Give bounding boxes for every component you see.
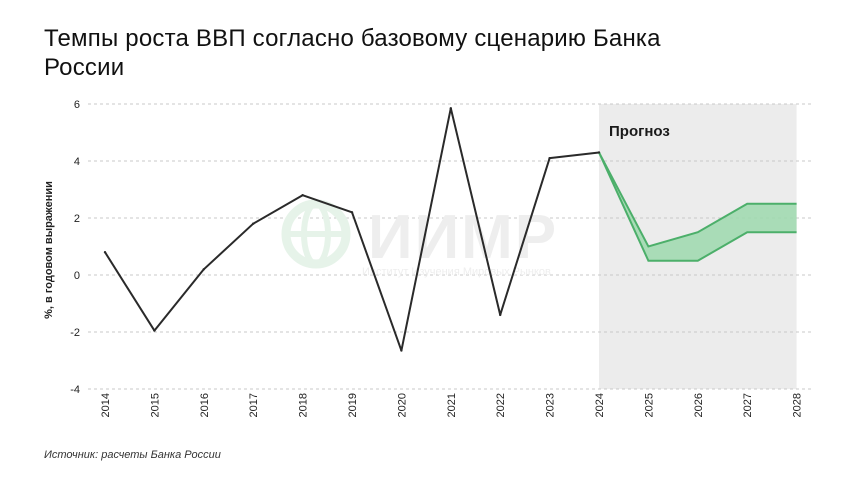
x-tick-label: 2023 bbox=[545, 393, 557, 417]
y-axis-label: %, в годовом выражении bbox=[43, 181, 55, 319]
x-tick-label: 2014 bbox=[100, 393, 112, 417]
x-tick-label: 2020 bbox=[396, 393, 408, 417]
data-point bbox=[202, 268, 205, 271]
forecast-label: Прогноз bbox=[609, 123, 670, 140]
forecast-band bbox=[599, 152, 797, 261]
x-tick-label: 2027 bbox=[742, 393, 754, 417]
x-tick-label: 2028 bbox=[792, 393, 804, 417]
data-point bbox=[499, 313, 502, 317]
data-point bbox=[400, 349, 403, 352]
y-tick-label: 6 bbox=[74, 99, 80, 111]
x-tick-label: 2018 bbox=[298, 393, 310, 417]
y-tick-label: -2 bbox=[70, 327, 80, 339]
data-point bbox=[301, 194, 304, 197]
y-tick-label: 4 bbox=[74, 156, 80, 168]
data-point bbox=[103, 251, 107, 254]
forecast-lower-line bbox=[598, 152, 797, 262]
x-tick-label: 2026 bbox=[693, 393, 705, 417]
y-tick-label: 0 bbox=[74, 270, 80, 282]
x-tick-label: 2021 bbox=[446, 393, 458, 417]
y-tick-label: -4 bbox=[70, 384, 80, 396]
x-tick-label: 2017 bbox=[248, 393, 260, 417]
x-tick-label: 2019 bbox=[347, 393, 359, 417]
y-tick-label: 2 bbox=[74, 213, 80, 225]
watermark-subtitle: Институт Изучения Мировых Рынков bbox=[362, 266, 551, 278]
data-point bbox=[153, 329, 156, 332]
x-tick-label: 2022 bbox=[495, 393, 507, 417]
chart-title: Темпы роста ВВП согласно базовому сценар… bbox=[44, 25, 661, 81]
data-point bbox=[548, 156, 551, 160]
data-point bbox=[597, 151, 601, 154]
watermark-text: ИИМР bbox=[368, 203, 558, 272]
x-tick-label: 2025 bbox=[643, 393, 655, 417]
x-tick-label: 2015 bbox=[149, 393, 161, 417]
forecast-upper-line bbox=[598, 151, 797, 248]
data-point bbox=[350, 211, 354, 214]
source-note: Источник: расчеты Банка России bbox=[44, 449, 221, 461]
x-tick-label: 2016 bbox=[199, 393, 211, 417]
data-point bbox=[252, 222, 255, 225]
x-tick-label: 2024 bbox=[594, 393, 606, 417]
data-point bbox=[449, 107, 452, 110]
